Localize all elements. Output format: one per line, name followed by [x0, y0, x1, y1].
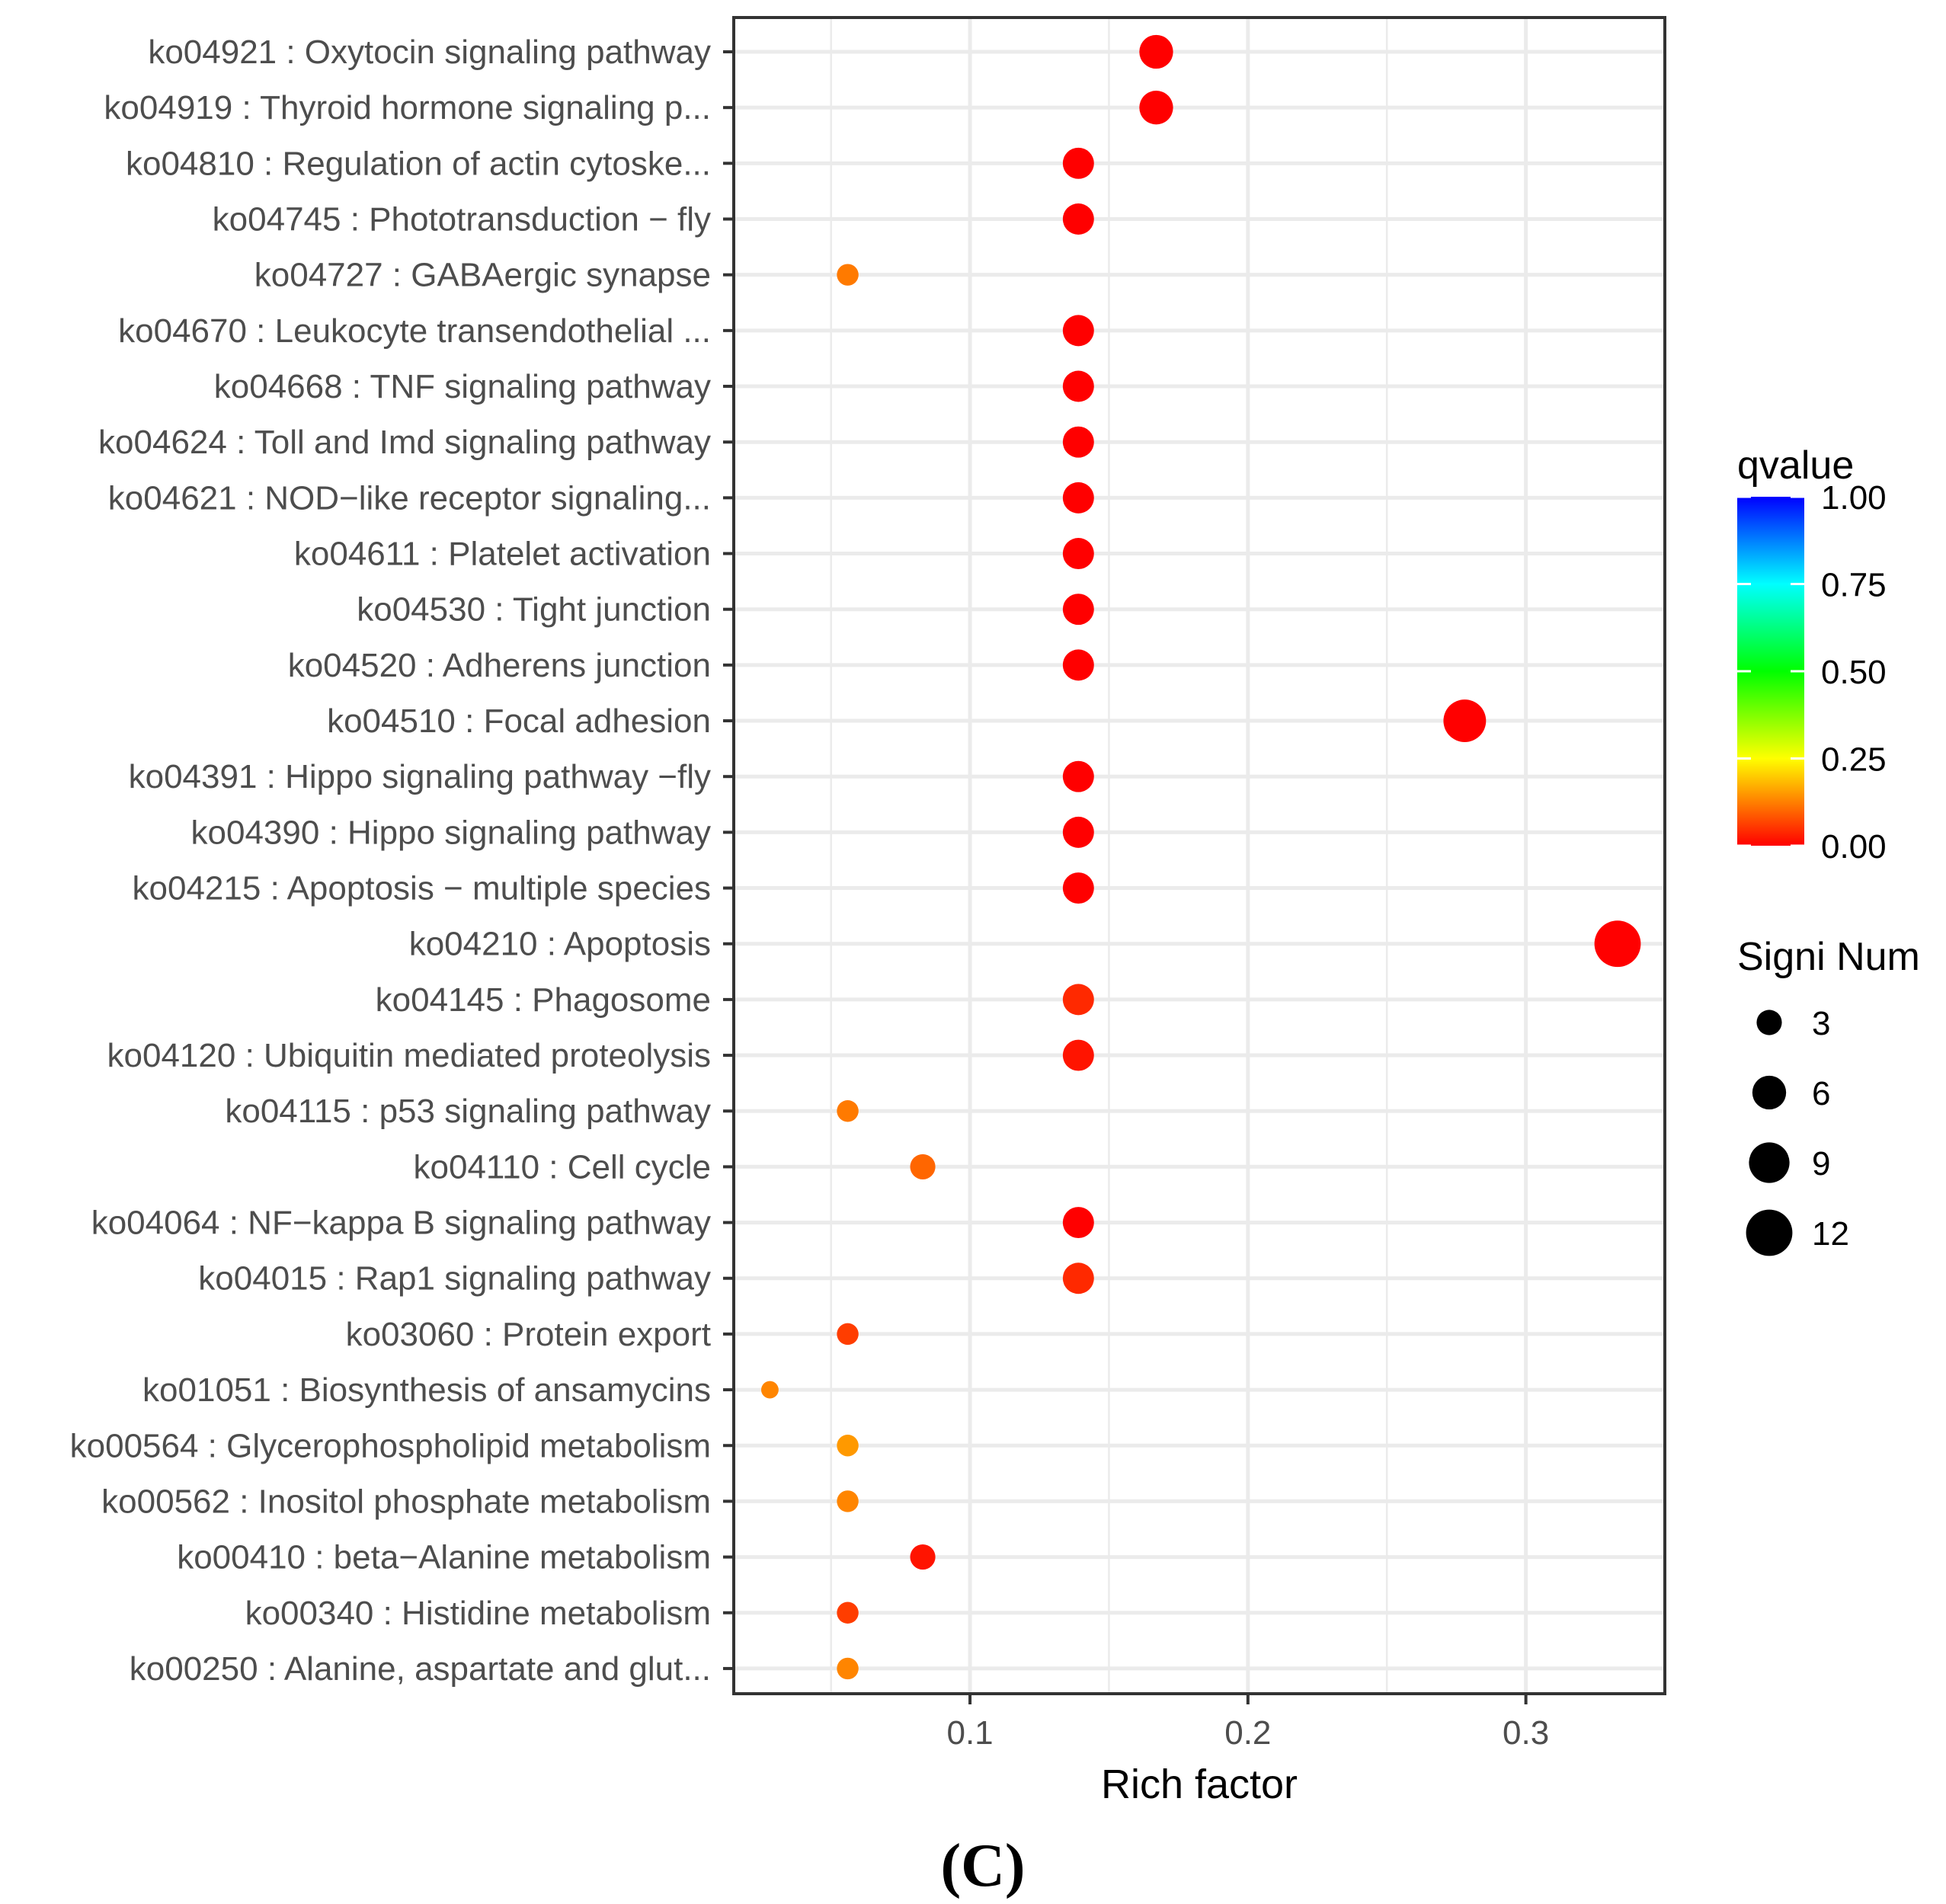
data-point: [1062, 315, 1094, 347]
data-point: [837, 1435, 859, 1457]
y-tick-label: ko04115 : p53 signaling pathway: [225, 1093, 711, 1130]
size-legend-label: 6: [1812, 1075, 1830, 1112]
data-point: [837, 1490, 859, 1512]
data-point: [1062, 203, 1094, 235]
data-point: [1062, 426, 1094, 458]
signi-num-legend-items: 3 6 9 12: [1746, 1005, 1849, 1256]
y-tick-label: ko04919 : Thyroid hormone signaling p...: [104, 89, 711, 126]
colorbar-tick-label: 0.50: [1821, 654, 1887, 691]
y-tick-label: ko04520 : Adherens junction: [288, 647, 711, 684]
colorbar-tick-label: 1.00: [1821, 479, 1887, 517]
data-point: [1062, 872, 1094, 904]
size-legend-dot: [1752, 1075, 1787, 1110]
y-tick-label: ko04215 : Apoptosis − multiple species: [133, 870, 711, 907]
y-tick-label: ko04624 : Toll and Imd signaling pathway: [98, 424, 711, 461]
y-tick-label: ko04110 : Cell cycle: [414, 1148, 712, 1186]
y-tick-label: ko04064 : NF−kappa B signaling pathway: [91, 1205, 711, 1242]
y-tick-label: ko03060 : Protein export: [346, 1316, 711, 1353]
data-point: [1062, 984, 1094, 1016]
grid-lines: [734, 18, 1665, 1694]
data-point: [837, 1602, 859, 1624]
colorbar-tick-label: 0.75: [1821, 567, 1887, 604]
y-tick-label: ko04670 : Leukocyte transendothelial ...: [118, 312, 711, 350]
data-point: [1139, 34, 1173, 69]
data-point: [1062, 1207, 1094, 1239]
signi-num-legend: Signi Num 3 6 9 12: [1737, 935, 1920, 1256]
data-point: [1062, 760, 1094, 792]
y-tick-label: ko04390 : Hippo signaling pathway: [191, 814, 711, 851]
data-point: [761, 1381, 779, 1399]
size-legend-dot: [1756, 1010, 1782, 1035]
data-point: [837, 264, 859, 286]
x-axis-labels: 0.1 0.2 0.3: [946, 1714, 1549, 1752]
y-tick-label: ko04210 : Apoptosis: [409, 926, 711, 963]
y-tick-label: ko04921 : Oxytocin signaling pathway: [148, 34, 711, 71]
data-point: [1139, 91, 1173, 125]
y-tick-label: ko04668 : TNF signaling pathway: [214, 368, 711, 405]
y-axis-labels: ko04921 : Oxytocin signaling pathway ko04…: [70, 34, 711, 1688]
y-tick-label: ko04015 : Rap1 signaling pathway: [198, 1260, 711, 1298]
colorbar-tick-label: 0.25: [1821, 741, 1887, 779]
data-points: [761, 34, 1641, 1680]
data-point: [1062, 147, 1094, 179]
y-tick-label: ko01051 : Biosynthesis of ansamycins: [142, 1371, 711, 1409]
data-point: [1062, 1262, 1094, 1294]
y-tick-label: ko04621 : NOD−like receptor signaling...: [108, 479, 711, 517]
data-point: [1594, 920, 1641, 968]
data-point: [1062, 538, 1094, 570]
qvalue-legend: qvalue 1.00 0.75 0.50 0.25 0.00: [1737, 443, 1887, 866]
data-point: [1443, 699, 1487, 742]
size-legend-label: 3: [1812, 1005, 1830, 1042]
y-tick-label: ko00340 : Histidine metabolism: [245, 1595, 711, 1632]
y-tick-label: ko00562 : Inositol phosphate metabolism: [101, 1483, 711, 1520]
signi-num-legend-title: Signi Num: [1737, 935, 1920, 979]
size-legend-label: 9: [1812, 1145, 1830, 1182]
y-tick-label: ko04810 : Regulation of actin cytoske...: [126, 145, 711, 182]
data-point: [837, 1323, 859, 1346]
size-legend-dot: [1749, 1142, 1790, 1183]
x-tick-label: 0.1: [946, 1714, 993, 1752]
y-tick-label: ko04145 : Phagosome: [376, 981, 711, 1019]
y-tick-label: ko00564 : Glycerophospholipid metabolism: [70, 1427, 711, 1464]
size-legend-dot: [1746, 1209, 1793, 1256]
data-point: [1062, 594, 1094, 626]
x-tick-label: 0.2: [1224, 1714, 1271, 1752]
data-point: [1062, 370, 1094, 402]
axis-ticks: [723, 50, 1528, 1704]
y-tick-label: ko04611 : Platelet activation: [294, 536, 711, 573]
y-tick-label: ko04510 : Focal adhesion: [327, 702, 711, 740]
x-tick-label: 0.3: [1503, 1714, 1549, 1752]
data-point: [1062, 816, 1094, 848]
qvalue-colorbar-ticks: 1.00 0.75 0.50 0.25 0.00: [1737, 479, 1887, 866]
colorbar-tick-label: 0.00: [1821, 828, 1887, 866]
qvalue-legend-title: qvalue: [1737, 443, 1854, 488]
y-tick-label: ko04391 : Hippo signaling pathway −fly: [129, 758, 711, 795]
size-legend-label: 12: [1812, 1215, 1849, 1253]
data-point: [837, 1657, 859, 1680]
y-tick-label: ko04745 : Phototransduction − fly: [213, 201, 711, 238]
y-tick-label: ko04120 : Ubiquitin mediated proteolysis: [107, 1037, 711, 1074]
y-tick-label: ko04530 : Tight junction: [357, 591, 711, 629]
data-point: [910, 1154, 936, 1179]
data-point: [1062, 649, 1094, 681]
data-point: [1062, 482, 1094, 514]
y-tick-label: ko00410 : beta−Alanine metabolism: [177, 1539, 711, 1576]
plot-panel: [732, 16, 1666, 1695]
data-point: [837, 1100, 859, 1122]
figure-caption: (C): [940, 1832, 1025, 1899]
data-point: [1062, 1039, 1094, 1071]
y-tick-label: ko04727 : GABAergic synapse: [254, 257, 711, 294]
x-axis-title: Rich factor: [1101, 1762, 1298, 1807]
data-point: [910, 1544, 936, 1570]
y-tick-label: ko00250 : Alanine, aspartate and glut...: [130, 1650, 711, 1688]
